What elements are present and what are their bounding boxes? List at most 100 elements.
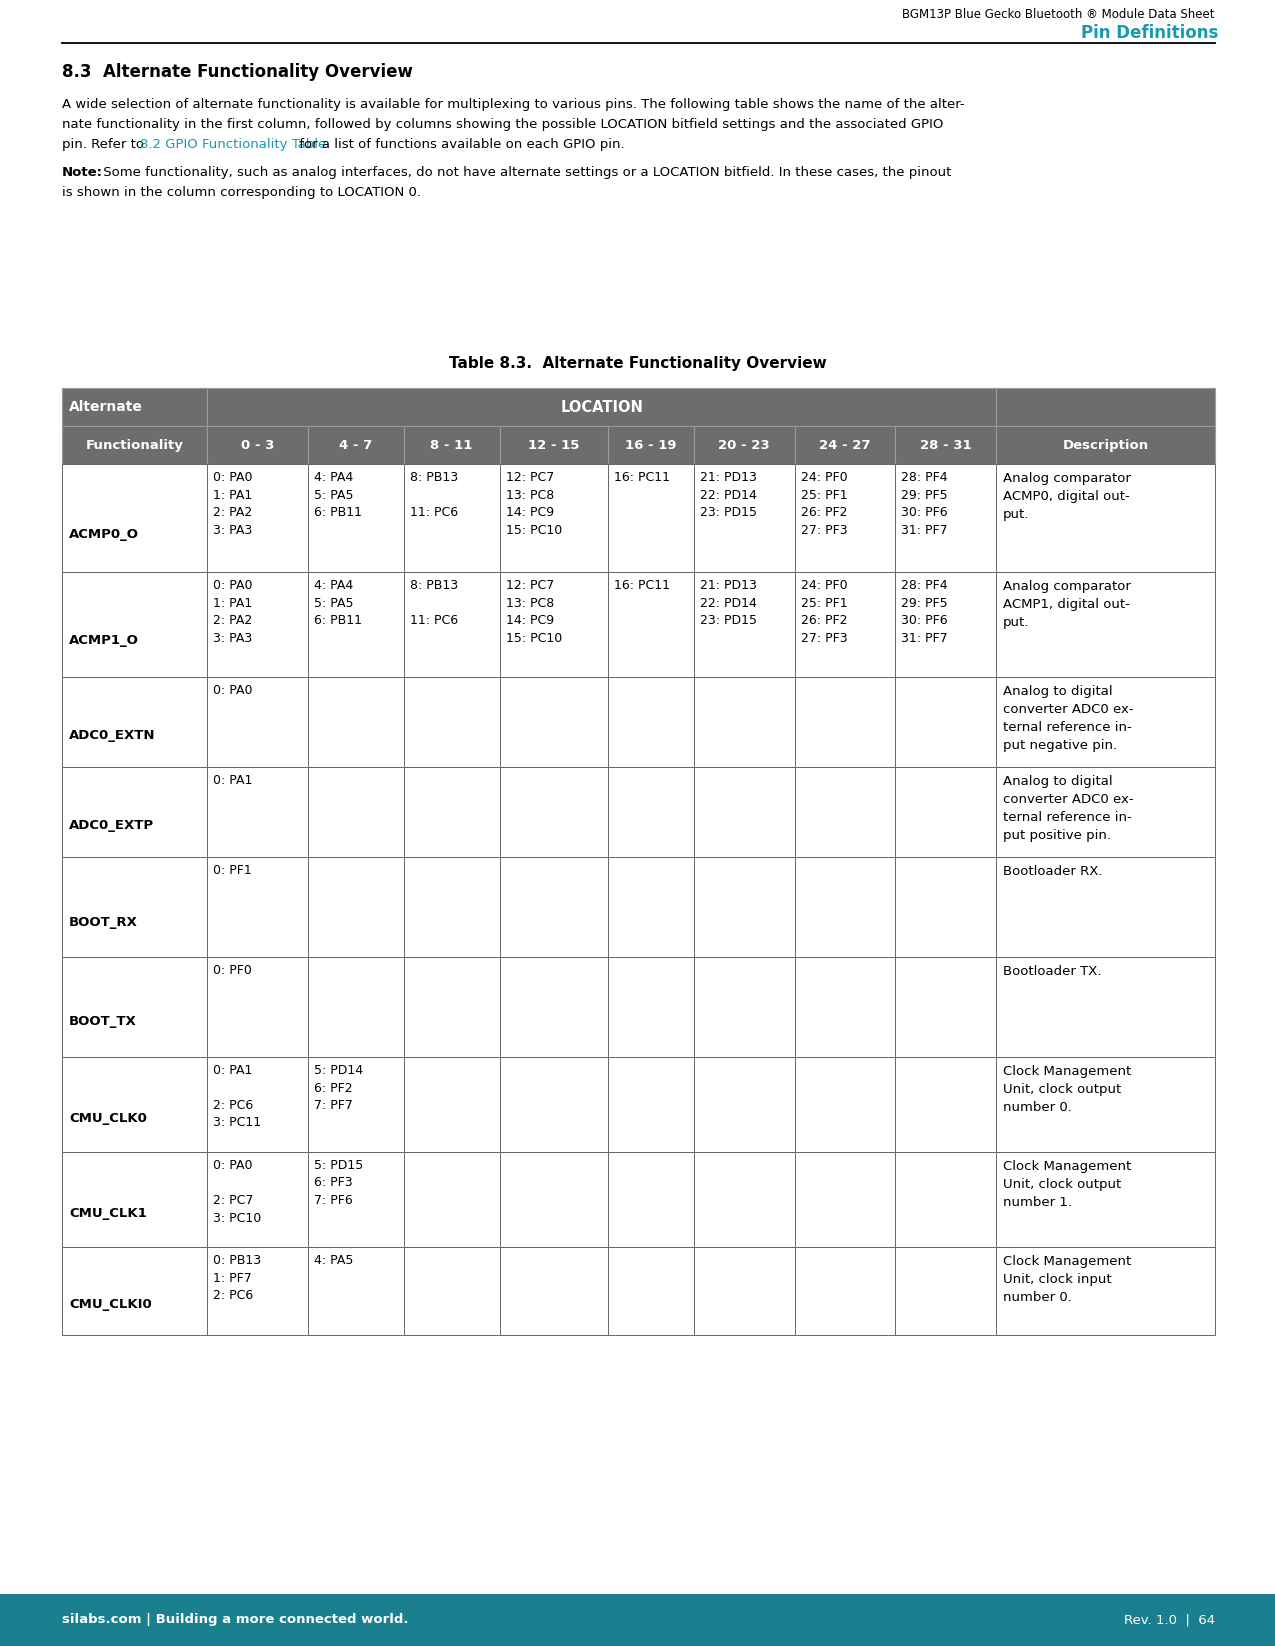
Text: 24 - 27: 24 - 27 xyxy=(820,438,871,451)
Text: Clock Management
Unit, clock input
number 0.: Clock Management Unit, clock input numbe… xyxy=(1003,1254,1131,1304)
Bar xyxy=(404,1057,500,1152)
Bar xyxy=(307,677,404,767)
Text: CMU_CLKI0: CMU_CLKI0 xyxy=(69,1297,152,1310)
Bar xyxy=(500,767,608,858)
Bar xyxy=(694,464,794,573)
Bar xyxy=(207,388,996,426)
Text: Bootloader TX.: Bootloader TX. xyxy=(1003,965,1102,978)
Text: Analog to digital
converter ADC0 ex-
ternal reference in-
put negative pin.: Analog to digital converter ADC0 ex- ter… xyxy=(1003,685,1133,752)
Bar xyxy=(404,573,500,677)
Text: 16 - 19: 16 - 19 xyxy=(625,438,677,451)
Bar xyxy=(895,1152,996,1248)
Bar xyxy=(62,677,207,767)
Bar xyxy=(895,464,996,573)
Bar xyxy=(500,1248,608,1335)
Text: BOOT_RX: BOOT_RX xyxy=(69,915,138,928)
Bar xyxy=(996,388,1215,426)
Text: 4: PA4
5: PA5
6: PB11: 4: PA4 5: PA5 6: PB11 xyxy=(314,579,362,627)
Bar xyxy=(404,426,500,464)
Text: ACMP0_O: ACMP0_O xyxy=(69,528,139,540)
Text: 4 - 7: 4 - 7 xyxy=(339,438,372,451)
Bar xyxy=(608,426,694,464)
Text: 0: PF0: 0: PF0 xyxy=(213,965,252,978)
Bar xyxy=(608,464,694,573)
Bar xyxy=(996,767,1215,858)
Bar xyxy=(996,573,1215,677)
Text: 0: PA1: 0: PA1 xyxy=(213,774,252,787)
Text: 0: PA1

2: PC6
3: PC11: 0: PA1 2: PC6 3: PC11 xyxy=(213,1063,261,1129)
Text: 0 - 3: 0 - 3 xyxy=(241,438,274,451)
Bar xyxy=(62,1152,207,1248)
Text: Bootloader RX.: Bootloader RX. xyxy=(1003,866,1103,877)
Bar xyxy=(694,956,794,1057)
Bar xyxy=(608,956,694,1057)
Text: 16: PC11: 16: PC11 xyxy=(613,471,669,484)
Bar xyxy=(404,1152,500,1248)
Text: Pin Definitions: Pin Definitions xyxy=(1081,25,1218,43)
Text: 0: PF1: 0: PF1 xyxy=(213,864,251,877)
Bar xyxy=(794,426,895,464)
Bar xyxy=(307,858,404,956)
Bar xyxy=(500,573,608,677)
Text: 21: PD13
22: PD14
23: PD15: 21: PD13 22: PD14 23: PD15 xyxy=(700,579,757,627)
Bar xyxy=(996,1057,1215,1152)
Bar xyxy=(307,573,404,677)
Text: 12: PC7
13: PC8
14: PC9
15: PC10: 12: PC7 13: PC8 14: PC9 15: PC10 xyxy=(506,579,562,645)
Bar xyxy=(996,1152,1215,1248)
Bar xyxy=(62,1057,207,1152)
Text: 4: PA4
5: PA5
6: PB11: 4: PA4 5: PA5 6: PB11 xyxy=(314,471,362,518)
Text: 12 - 15: 12 - 15 xyxy=(528,438,579,451)
Bar xyxy=(207,1057,307,1152)
Text: 4: PA5: 4: PA5 xyxy=(314,1254,353,1267)
Bar xyxy=(794,1057,895,1152)
Text: Some functionality, such as analog interfaces, do not have alternate settings or: Some functionality, such as analog inter… xyxy=(99,166,951,179)
Bar xyxy=(694,1057,794,1152)
Text: 0: PA0
1: PA1
2: PA2
3: PA3: 0: PA0 1: PA1 2: PA2 3: PA3 xyxy=(213,579,252,645)
Text: for a list of functions available on each GPIO pin.: for a list of functions available on eac… xyxy=(295,138,625,151)
Text: 24: PF0
25: PF1
26: PF2
27: PF3: 24: PF0 25: PF1 26: PF2 27: PF3 xyxy=(801,579,847,645)
Bar xyxy=(62,464,207,573)
Bar xyxy=(500,1152,608,1248)
Text: 0: PB13
1: PF7
2: PC6: 0: PB13 1: PF7 2: PC6 xyxy=(213,1254,261,1302)
Bar xyxy=(996,858,1215,956)
Bar xyxy=(608,1152,694,1248)
Text: 24: PF0
25: PF1
26: PF2
27: PF3: 24: PF0 25: PF1 26: PF2 27: PF3 xyxy=(801,471,847,537)
Bar xyxy=(608,767,694,858)
Text: silabs.com | Building a more connected world.: silabs.com | Building a more connected w… xyxy=(62,1613,408,1626)
Bar xyxy=(895,767,996,858)
Text: 0: PA0
1: PA1
2: PA2
3: PA3: 0: PA0 1: PA1 2: PA2 3: PA3 xyxy=(213,471,252,537)
Bar xyxy=(694,767,794,858)
Bar xyxy=(794,464,895,573)
Bar xyxy=(62,858,207,956)
Bar xyxy=(500,464,608,573)
Text: nate functionality in the first column, followed by columns showing the possible: nate functionality in the first column, … xyxy=(62,119,944,132)
Bar xyxy=(207,767,307,858)
Bar xyxy=(895,1057,996,1152)
Text: Analog comparator
ACMP1, digital out-
put.: Analog comparator ACMP1, digital out- pu… xyxy=(1003,579,1131,629)
Text: BOOT_TX: BOOT_TX xyxy=(69,1016,136,1029)
Bar xyxy=(307,1057,404,1152)
Bar xyxy=(694,1248,794,1335)
Text: 8: PB13

11: PC6: 8: PB13 11: PC6 xyxy=(409,579,458,627)
Bar xyxy=(404,956,500,1057)
Bar xyxy=(895,426,996,464)
Bar xyxy=(694,573,794,677)
Text: Note:: Note: xyxy=(62,166,103,179)
Text: 20 - 23: 20 - 23 xyxy=(718,438,770,451)
Bar xyxy=(794,1248,895,1335)
Text: ADC0_EXTP: ADC0_EXTP xyxy=(69,820,154,831)
Text: CMU_CLK1: CMU_CLK1 xyxy=(69,1207,147,1220)
Text: A wide selection of alternate functionality is available for multiplexing to var: A wide selection of alternate functional… xyxy=(62,99,965,110)
Text: LOCATION: LOCATION xyxy=(560,400,643,415)
Text: ACMP1_O: ACMP1_O xyxy=(69,634,139,647)
Bar xyxy=(307,464,404,573)
Bar xyxy=(608,1248,694,1335)
Bar xyxy=(207,1248,307,1335)
Text: 16: PC11: 16: PC11 xyxy=(613,579,669,593)
Text: ADC0_EXTN: ADC0_EXTN xyxy=(69,729,156,742)
Text: pin. Refer to: pin. Refer to xyxy=(62,138,148,151)
Bar xyxy=(404,464,500,573)
Bar xyxy=(207,464,307,573)
Text: Description: Description xyxy=(1062,438,1149,451)
Text: 5: PD14
6: PF2
7: PF7: 5: PD14 6: PF2 7: PF7 xyxy=(314,1063,363,1113)
